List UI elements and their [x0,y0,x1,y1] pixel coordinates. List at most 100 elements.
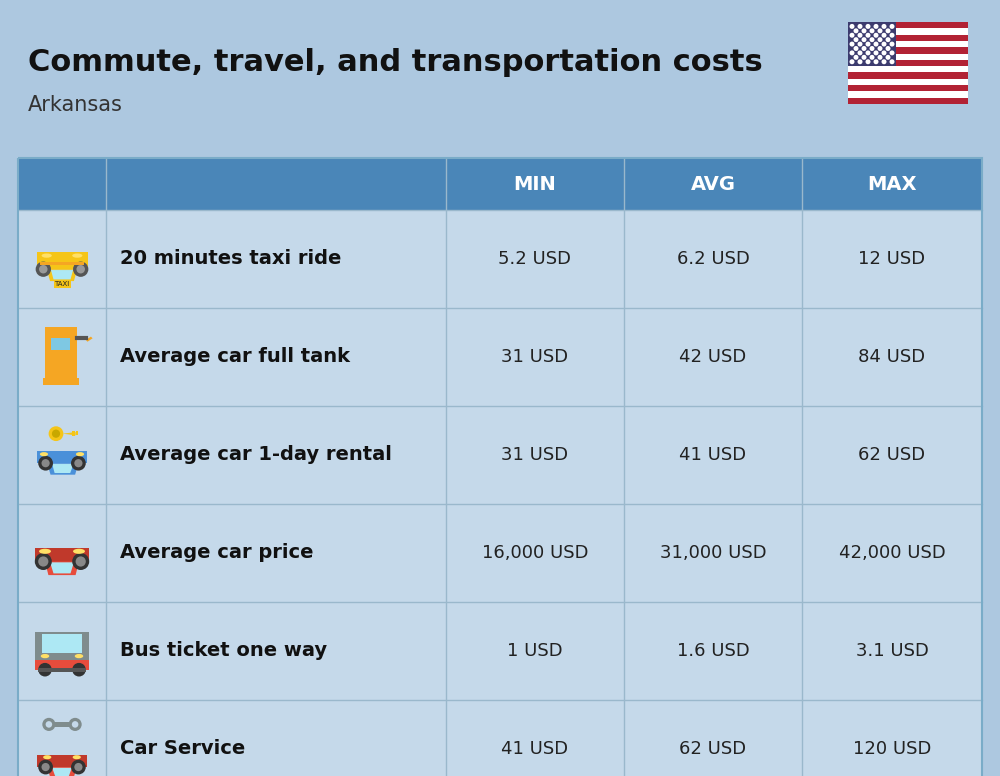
Circle shape [882,24,887,29]
Ellipse shape [41,654,49,658]
Text: 1 USD: 1 USD [507,642,563,660]
Circle shape [850,33,854,38]
Circle shape [882,59,887,64]
Circle shape [866,59,870,64]
Polygon shape [47,767,77,776]
FancyBboxPatch shape [848,28,968,35]
Polygon shape [51,270,73,279]
Circle shape [74,459,82,467]
Circle shape [882,42,887,47]
Text: 120 USD: 120 USD [853,740,931,758]
FancyBboxPatch shape [45,327,77,336]
FancyBboxPatch shape [848,22,968,104]
FancyBboxPatch shape [446,210,624,308]
FancyBboxPatch shape [18,158,106,210]
FancyBboxPatch shape [624,504,802,602]
FancyBboxPatch shape [35,632,89,670]
Ellipse shape [43,755,51,759]
Circle shape [72,721,78,728]
Polygon shape [63,432,76,435]
Polygon shape [37,451,87,463]
Ellipse shape [42,254,52,258]
Circle shape [874,50,879,55]
Circle shape [35,553,52,570]
FancyBboxPatch shape [802,158,982,210]
Ellipse shape [75,654,83,658]
Circle shape [866,42,870,47]
Circle shape [890,24,895,29]
FancyBboxPatch shape [848,22,896,66]
FancyBboxPatch shape [802,504,982,602]
Circle shape [854,55,858,60]
FancyBboxPatch shape [848,79,968,85]
FancyBboxPatch shape [38,668,86,672]
FancyBboxPatch shape [624,158,802,210]
Text: 41 USD: 41 USD [501,740,569,758]
Circle shape [870,55,874,60]
Circle shape [858,42,862,47]
FancyBboxPatch shape [848,66,968,72]
Ellipse shape [40,452,48,456]
FancyBboxPatch shape [106,602,446,700]
Circle shape [886,29,891,33]
FancyBboxPatch shape [106,504,446,602]
Circle shape [890,59,895,64]
Circle shape [886,37,891,42]
Ellipse shape [76,452,84,456]
Ellipse shape [73,755,81,759]
Text: 5.2 USD: 5.2 USD [498,250,572,268]
Circle shape [854,37,858,42]
Text: Arkansas: Arkansas [28,95,123,115]
Text: Average car price: Average car price [120,543,314,563]
Text: Commute, travel, and transportation costs: Commute, travel, and transportation cost… [28,48,763,77]
Text: 42,000 USD: 42,000 USD [839,544,945,562]
Polygon shape [52,768,72,776]
FancyBboxPatch shape [446,602,624,700]
Text: Bus ticket one way: Bus ticket one way [120,642,327,660]
Text: 84 USD: 84 USD [858,348,926,366]
FancyBboxPatch shape [624,308,802,406]
FancyBboxPatch shape [446,158,624,210]
FancyBboxPatch shape [802,308,982,406]
Circle shape [36,262,51,277]
Circle shape [858,59,862,64]
Circle shape [878,46,883,51]
Text: 12 USD: 12 USD [858,250,926,268]
Text: 31 USD: 31 USD [501,348,569,366]
Circle shape [870,29,874,33]
Ellipse shape [39,549,51,554]
Text: 41 USD: 41 USD [679,446,747,464]
Circle shape [76,265,85,273]
Circle shape [42,763,50,771]
FancyBboxPatch shape [848,54,968,60]
Circle shape [862,46,866,51]
Circle shape [69,718,82,731]
FancyBboxPatch shape [802,210,982,308]
Circle shape [866,24,870,29]
Polygon shape [45,562,79,575]
Circle shape [878,37,883,42]
Circle shape [850,42,854,47]
Circle shape [858,24,862,29]
FancyBboxPatch shape [106,158,446,210]
FancyBboxPatch shape [802,602,982,700]
Text: TAXI: TAXI [54,282,70,287]
Circle shape [74,763,82,771]
Polygon shape [47,269,77,281]
Text: MIN: MIN [514,175,556,193]
Circle shape [874,33,879,38]
Polygon shape [35,548,89,562]
Text: 3.1 USD: 3.1 USD [856,642,928,660]
FancyBboxPatch shape [802,700,982,776]
Ellipse shape [72,254,82,258]
Circle shape [73,262,88,277]
FancyBboxPatch shape [624,210,802,308]
Circle shape [886,55,891,60]
Circle shape [854,29,858,33]
FancyBboxPatch shape [51,338,70,350]
Circle shape [878,29,883,33]
Circle shape [42,459,50,467]
Circle shape [38,760,53,774]
Circle shape [38,456,53,470]
Circle shape [39,265,48,273]
